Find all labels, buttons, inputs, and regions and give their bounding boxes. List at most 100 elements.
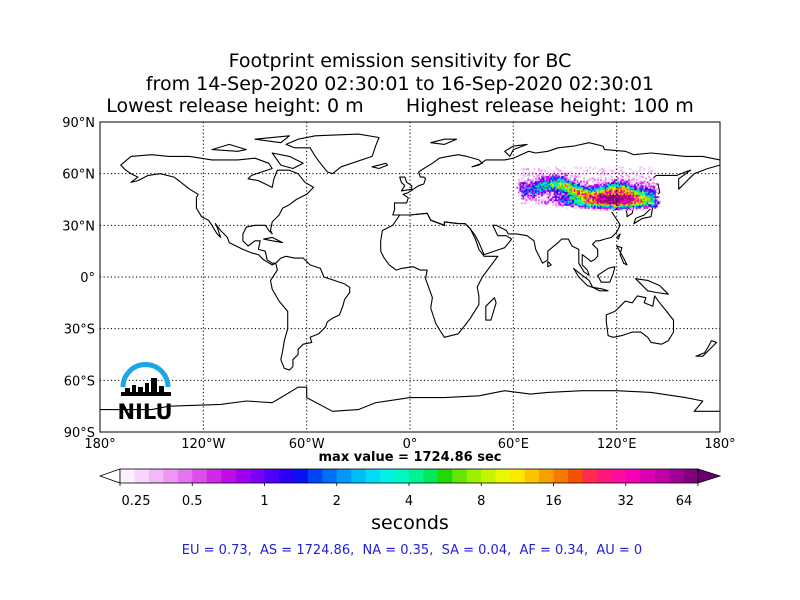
plume-cell [589,199,592,202]
plume-cell [638,185,641,188]
plume-cell [626,174,629,177]
plume-cell [527,172,530,175]
plume-cell [642,182,644,185]
plume-cell [542,185,545,188]
plume-cell [634,202,637,205]
plume-cell [553,197,556,200]
plume-cell [598,193,601,195]
plume-cell [573,177,576,180]
plume-cell [519,191,522,194]
plume-cell [632,203,635,206]
plume-cell [592,203,595,206]
plume-cell [570,197,573,200]
plume-cell [635,186,638,189]
plume-cell [559,179,562,181]
plume-cell [572,200,575,203]
plume-cell [522,193,525,195]
plume-cell [530,180,533,183]
plume-cell [640,188,643,191]
plume-cell [527,197,530,200]
plume-cell [539,193,542,195]
plume-cell [638,197,641,200]
plume-cell [635,208,638,211]
plume-cell [544,166,547,169]
plume-cell [558,197,561,200]
plume-cell [586,206,589,209]
plume-cell [555,191,558,194]
plume-cell [567,186,570,189]
plume-cell [561,193,564,195]
plume-cell [631,196,634,199]
plume-cell [536,182,539,185]
plume-cell [555,179,558,181]
plume-cell [595,180,598,183]
plume-cell [593,166,596,169]
plume-cell [651,188,654,191]
colorbar-segment [481,469,496,483]
plume-cell [558,189,561,192]
plume-cell [648,191,651,194]
plume-cell [581,185,584,188]
plume-cell [606,194,609,197]
plume-cell [545,175,548,178]
plume-cell [620,185,623,188]
plume-cell [615,171,618,174]
plume-cell [566,199,568,202]
plume-cell [651,199,654,202]
plume-cell [533,199,536,202]
plume-cell [611,189,613,192]
plume-cell [598,200,601,203]
plume-cell [609,180,612,183]
plume-cell [538,172,541,175]
plume-cell [604,202,607,205]
plume-cell [549,179,551,181]
plume-cell [606,200,609,203]
colorbar-segment [120,469,135,483]
plume-cell [638,202,641,205]
plume-cell [592,189,595,192]
plume-cell [583,194,586,197]
plume-cell [587,183,590,186]
plume-cell [583,197,586,200]
plume-cell [530,193,533,195]
plume-cell [657,200,660,203]
plume-cell [581,206,584,209]
y-tick-label: 60°N [62,168,95,183]
plume-cell [595,189,598,192]
colorbar-tick-label: 4 [405,494,413,509]
plume-cell [634,186,637,189]
plume-cell [519,185,522,188]
plume-cell [589,194,592,197]
plume-cell [635,197,638,200]
plume-cell [645,202,648,205]
plume-cell [593,200,596,203]
plume-cell [584,203,587,206]
plume-cell [583,199,586,202]
plume-cell [592,180,595,183]
plume-cell [600,179,603,181]
plume-cell [598,203,601,206]
plume-cell [539,182,542,185]
plume-cell [584,186,587,189]
plume-cell [561,191,564,194]
plume-cell [609,174,612,177]
chart-title-line-1: Footprint emission sensitivity for BC [228,50,572,72]
plume-cell [604,200,607,203]
plume-cell [612,188,615,191]
plume-cell [593,203,596,206]
plume-cell [556,186,559,189]
plume-cell [601,172,604,175]
plume-cell [575,193,578,195]
plume-cell [589,186,592,189]
plume-cell [586,205,589,208]
plume-cell [593,183,596,186]
plume-cell [524,175,527,178]
plume-cell [623,186,626,189]
plume-cell [521,168,524,171]
plume-cell [561,175,564,178]
plume-cell [649,189,652,192]
plume-cell [580,191,582,194]
plume-cell [521,193,524,195]
plume-cell [654,197,657,200]
plume-cell [521,202,524,205]
